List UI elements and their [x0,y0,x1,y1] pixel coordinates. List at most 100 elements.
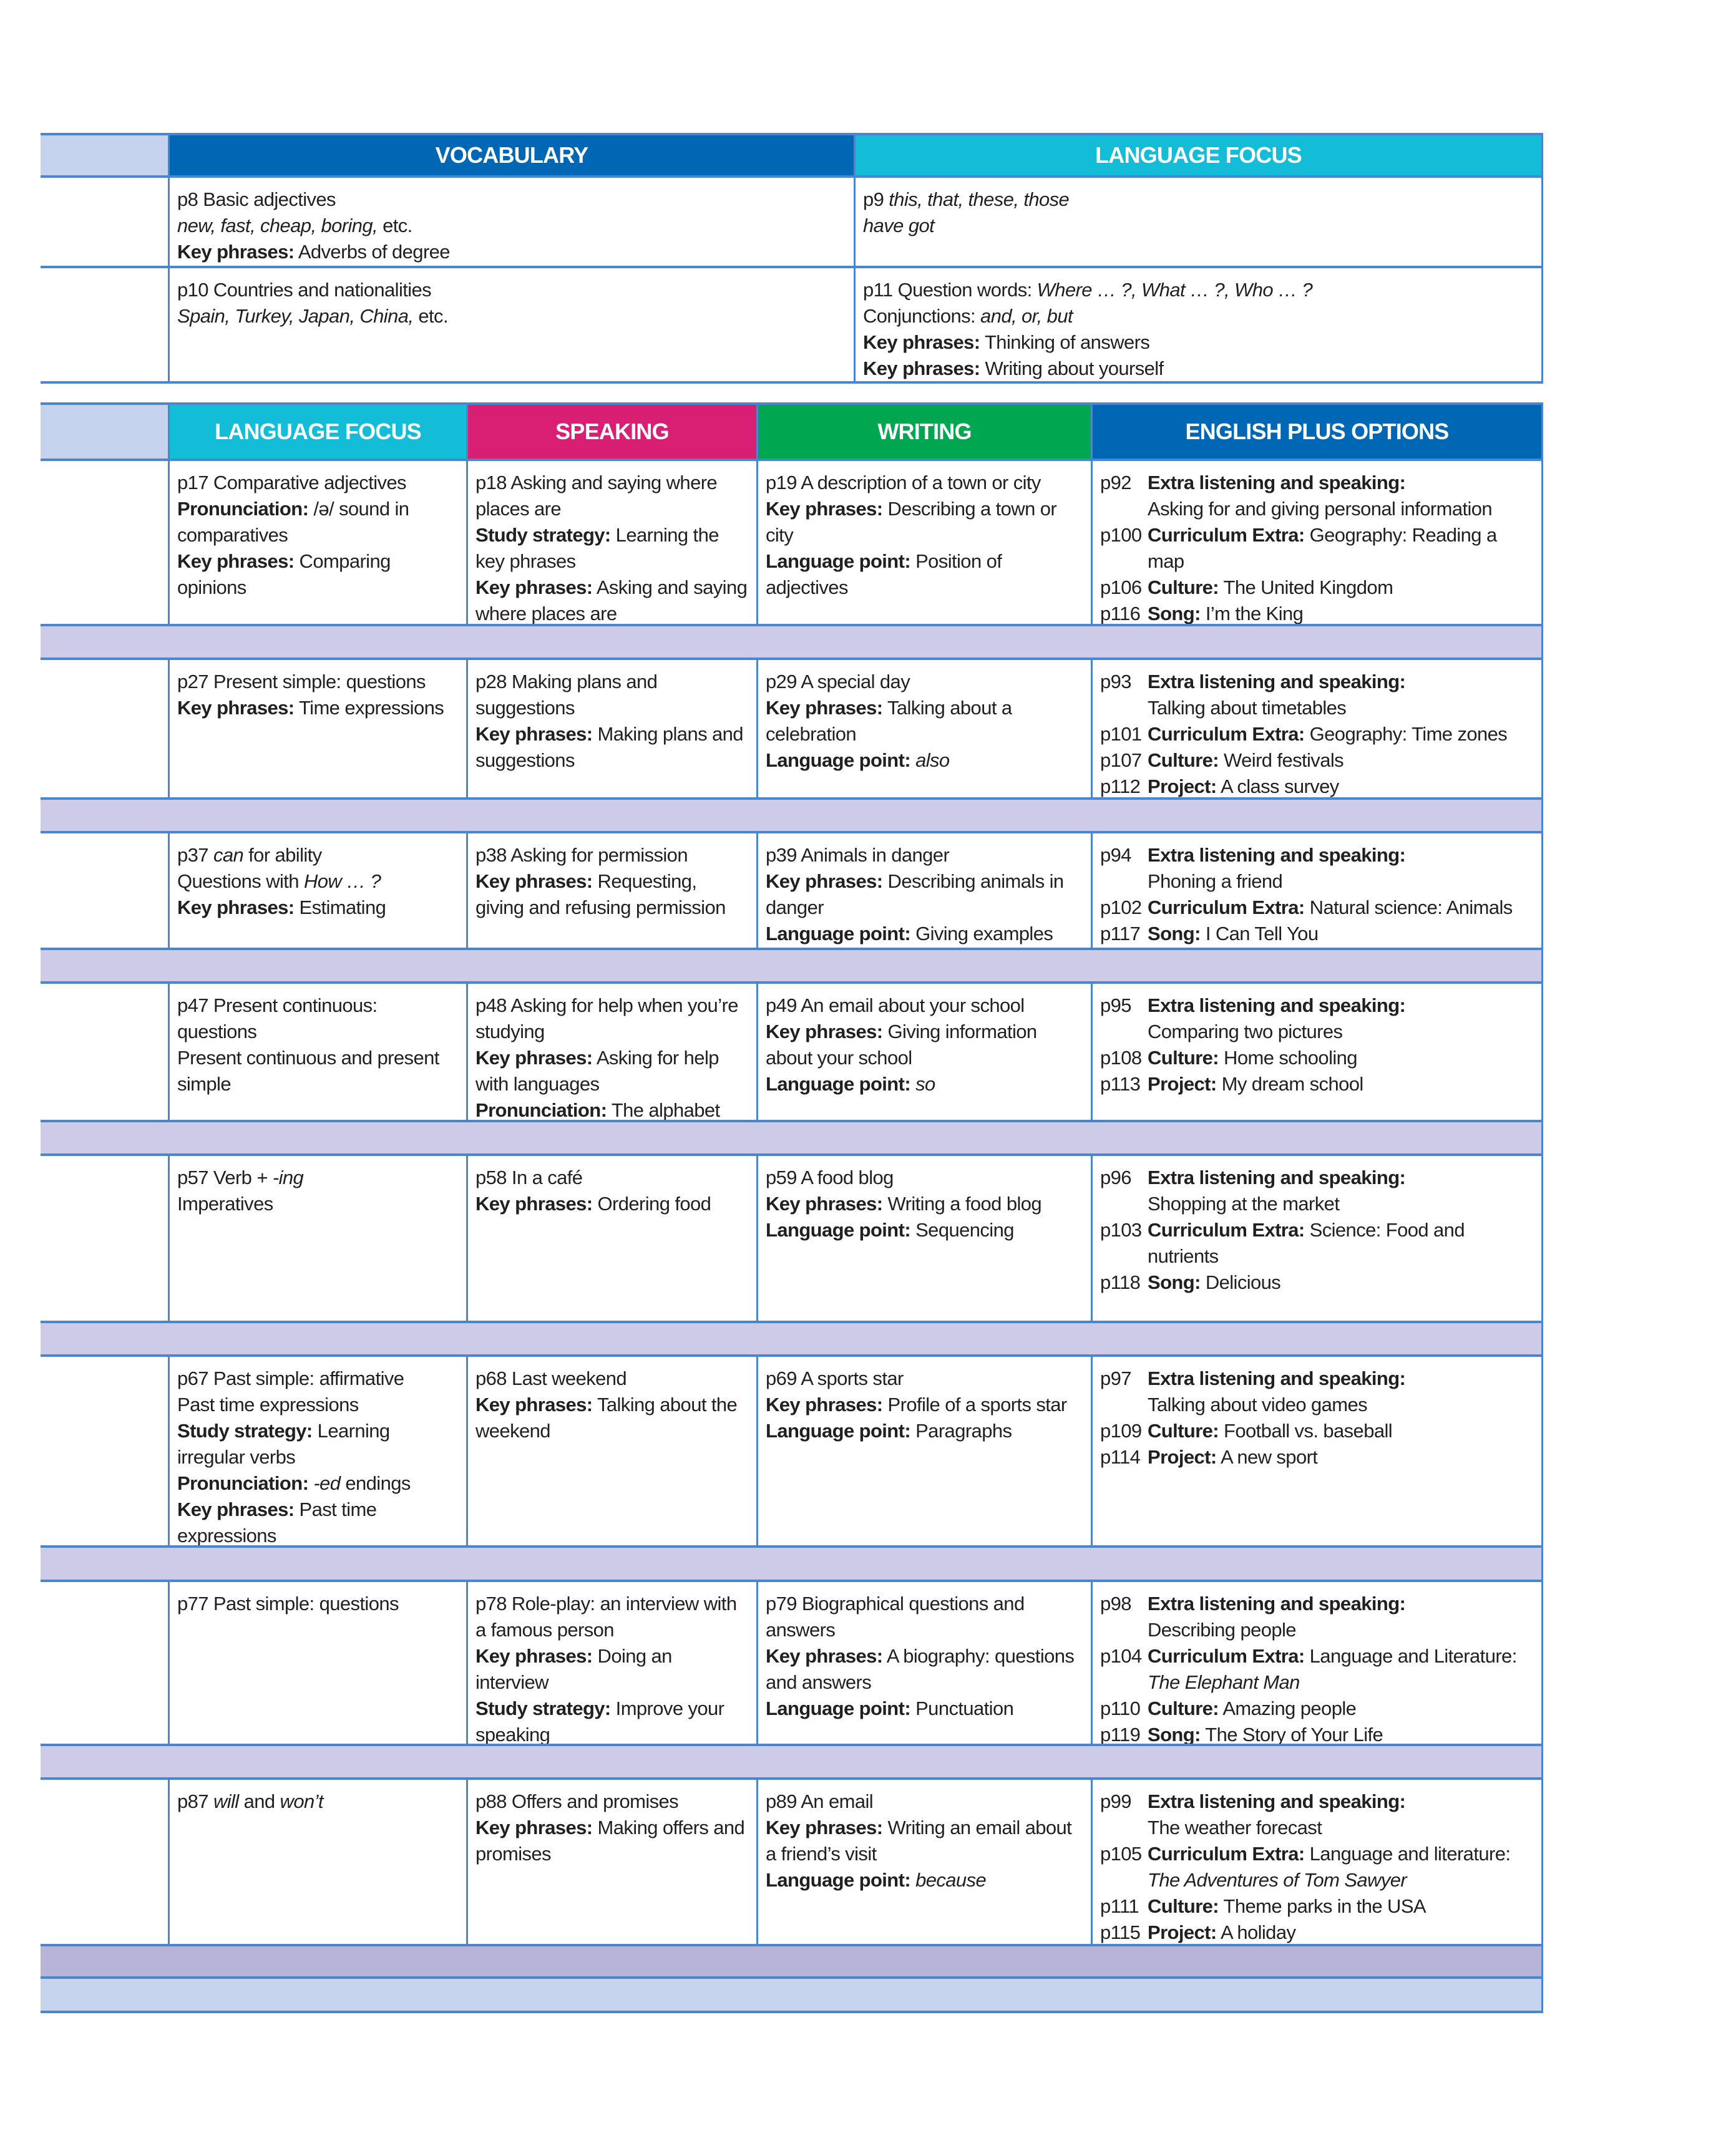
cell-line: Key phrases: Asking for help with langua… [475,1045,749,1097]
cell-line: Key phrases: Ordering food [475,1191,749,1217]
text-segment: will [213,1790,239,1812]
text-segment: Making offers and promises [475,1817,745,1865]
item-description: Shopping at the market [1148,1191,1534,1217]
writing-cell: p29 A special day Key phrases: Talking ab… [758,660,1093,800]
cell-line: have got [863,213,1534,239]
cell-line: Language point: because [766,1867,1083,1893]
item-description: My dream school [1222,1073,1364,1095]
cell-line: Study strategy: Learning irregular verbs [177,1418,459,1470]
writing-cell: p19 A description of a town or city Key p… [758,461,1093,626]
text-segment: Key phrases: [766,1645,883,1667]
english-plus-text: Culture: Theme parks in the USA [1148,1893,1534,1920]
text-segment: -ed [308,1472,341,1494]
item-label: Song: [1148,603,1201,624]
cell-line: Spain, Turkey, Japan, China, etc. [177,303,846,329]
text-segment: p49 An email about your school [766,994,1025,1016]
cell-line: p77 Past simple: questions [177,1591,459,1617]
english-plus-item: p96 Extra listening and speaking: Shopping… [1100,1165,1534,1217]
text-segment: Language point: [766,923,911,944]
text-segment: Shopping at the market [1148,1193,1340,1215]
cell-line: p27 Present simple: questions [177,669,459,695]
page-number: p93 [1100,671,1132,692]
text-segment: A class survey [1220,775,1339,797]
text-segment: this, that, these, those [889,188,1070,210]
page-number: p114 [1100,1446,1141,1468]
english-plus-text: Song: I’m the King [1148,601,1534,624]
text-segment: Key phrases: [177,697,295,719]
cell-line: Key phrases: Past time expressions [177,1497,459,1545]
text-segment: endings [340,1472,411,1494]
english-plus-item: p101 Curriculum Extra: Geography: Time zo… [1100,721,1534,747]
language-focus-cell: p57 Verb + -ing Imperatives [170,1156,468,1323]
page-number: p110 [1100,1697,1141,1719]
item-description: Weird festivals [1224,749,1344,771]
cell-line: Key phrases: Thinking of answers [863,329,1534,356]
cell-line: p28 Making plans and suggestions [475,669,749,721]
text-segment: The Elephant Man [1148,1671,1300,1693]
english-plus-item: p118 Song: Delicious [1100,1270,1534,1296]
language-focus-cell: p9 this, that, these, those have got [856,178,1543,268]
english-plus-text: Curriculum Extra: Language and Literatur… [1148,1643,1534,1696]
text-segment: p57 Verb + [177,1167,273,1188]
page-number: p116 [1100,603,1141,624]
item-description: Talking about timetables [1148,695,1534,721]
cell-line: Key phrases: Making offers and promises [475,1815,749,1867]
text-segment: Key phrases: [177,550,295,572]
english-plus-item: p116 Song: I’m the King [1100,601,1534,624]
text-segment: Language point: [766,1219,911,1241]
text-segment: Language point: [766,550,911,572]
item-description: Language and literature: The Adventures … [1148,1843,1511,1891]
english-plus-text: Curriculum Extra: Language and literatur… [1148,1841,1534,1893]
header-language-focus: LANGUAGE FOCUS [856,135,1543,178]
text-segment: Describing a town or city [766,498,1057,546]
unit-separator-band [41,1323,1543,1357]
text-segment: Key phrases: [475,576,593,598]
text-segment: Key phrases: [766,1394,883,1415]
english-plus-item: p114 Project: A new sport [1100,1444,1534,1470]
cell-line: Conjunctions: and, or, but [863,303,1534,329]
text-segment: p48 Asking for help when you’re studying [475,994,738,1042]
english-plus-text: Extra listening and speaking: Talking abo… [1148,669,1534,721]
text-segment: Imperatives [177,1193,273,1215]
text-segment: Key phrases: [766,1193,883,1215]
text-segment: p68 Last weekend [475,1367,627,1389]
cell-line: Key phrases: A biography: questions and … [766,1643,1083,1696]
cell-line: p69 A sports star [766,1366,1083,1392]
english-plus-item: p102 Curriculum Extra: Natural science: A… [1100,895,1534,921]
text-segment: Talking about video games [1148,1394,1368,1415]
cell-line: Pronunciation: The alphabet [475,1097,749,1121]
text-segment: Theme parks in the USA [1223,1895,1426,1917]
item-description: Phoning a friend [1148,868,1534,895]
cell-line: p39 Animals in danger [766,842,1083,868]
unit-separator-band [41,1548,1543,1582]
text-segment: Pronunciation: [475,1099,607,1121]
page-number: p104 [1100,1645,1142,1667]
item-description: Language and Literature: The Elephant Ma… [1148,1645,1517,1693]
english-plus-text: Extra listening and speaking: Describing … [1148,1591,1534,1643]
item-label: Extra listening and speaking: [1148,1167,1406,1188]
vocabulary-cell: p8 Basic adjectives new, fast, cheap, bor… [170,178,856,268]
text-segment: Requesting, giving and refusing permissi… [475,870,726,918]
page-number: p98 [1100,1593,1132,1615]
text-segment: Key phrases: [475,1047,593,1069]
unit-separator-band [41,626,1543,660]
cell-line: p57 Verb + -ing [177,1165,459,1191]
text-segment: Pronunciation: [177,1472,309,1494]
cell-line: Key phrases: Time expressions [177,695,459,721]
text-segment: Making plans and suggestions [475,723,744,771]
footer-band [41,1979,1543,2013]
text-segment: Language point: [766,1697,911,1719]
english-plus-item: p95 Extra listening and speaking: Comparin… [1100,993,1534,1045]
header-writing: WRITING [758,405,1093,461]
text-segment: Paragraphs [910,1420,1012,1442]
page-number: p115 [1100,1921,1141,1943]
text-segment: A new sport [1220,1446,1318,1468]
text-segment: Language point: [766,749,911,771]
english-plus-text: Extra listening and speaking: Asking for … [1148,470,1534,522]
cell-line: Key phrases: Giving information about yo… [766,1019,1083,1071]
english-plus-text: Song: Delicious [1148,1270,1534,1296]
text-segment: Asking for help with languages [475,1047,719,1095]
speaking-cell: p48 Asking for help when you’re studying… [468,984,758,1122]
cell-line: Pronunciation: -ed endings [177,1470,459,1497]
text-segment: Improve your speaking [475,1697,724,1746]
